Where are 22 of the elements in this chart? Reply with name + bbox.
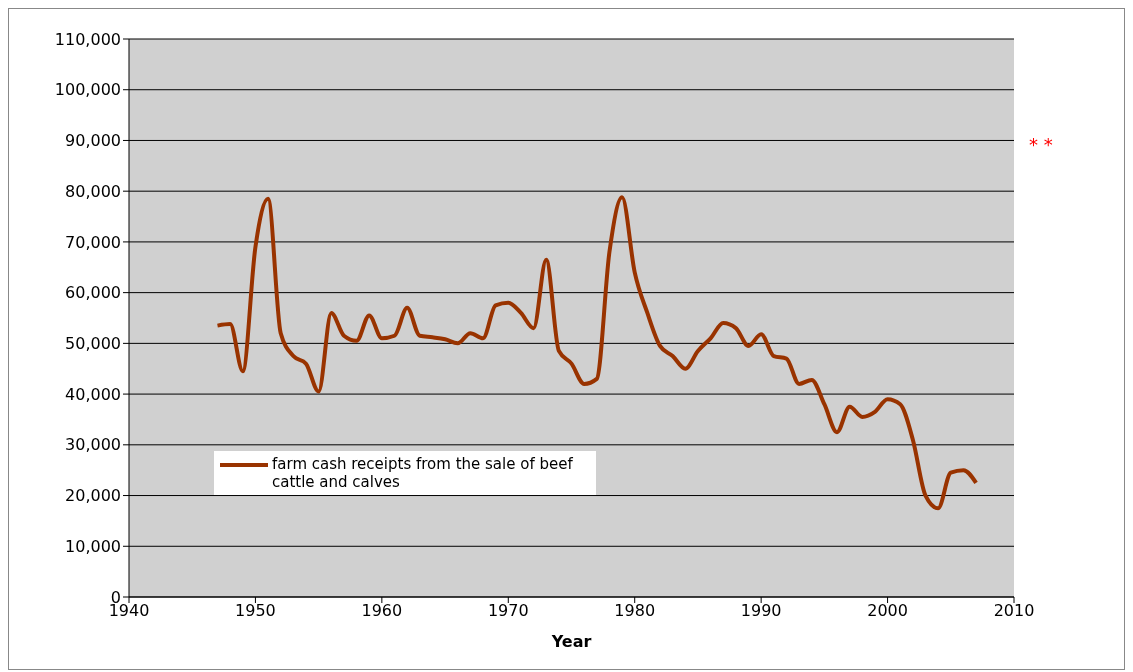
- y-tick-label: 10,000: [65, 536, 121, 556]
- x-tick-label: 1950: [235, 601, 276, 621]
- x-tick-label: 1980: [614, 601, 656, 621]
- x-tick-label: 2010: [993, 601, 1035, 621]
- x-axis-title: Year: [550, 632, 592, 651]
- x-tick-label: 2000: [867, 601, 908, 621]
- y-tick-label: 70,000: [65, 232, 121, 252]
- legend-label: farm cash receipts from the sale of beef cattle and calves: [272, 455, 574, 491]
- text: * *: [1029, 134, 1053, 155]
- line-series: [215, 195, 979, 511]
- x-tick-label: 1970: [487, 601, 529, 621]
- x-tick-label: 1990: [740, 601, 782, 621]
- y-tick-label: 30,000: [65, 435, 121, 455]
- y-tick-label: 60,000: [65, 283, 121, 303]
- y-tick-label: 20,000: [65, 486, 121, 506]
- y-tick-label: 40,000: [65, 384, 121, 404]
- y-tick-label: 90,000: [65, 131, 121, 151]
- y-tick-label: 50,000: [65, 334, 121, 354]
- x-tick-label: 1960: [361, 601, 403, 621]
- y-tick-label: 100,000: [54, 80, 121, 100]
- y-tick-label: 80,000: [65, 181, 121, 201]
- y-tick-label: 110,000: [54, 29, 121, 49]
